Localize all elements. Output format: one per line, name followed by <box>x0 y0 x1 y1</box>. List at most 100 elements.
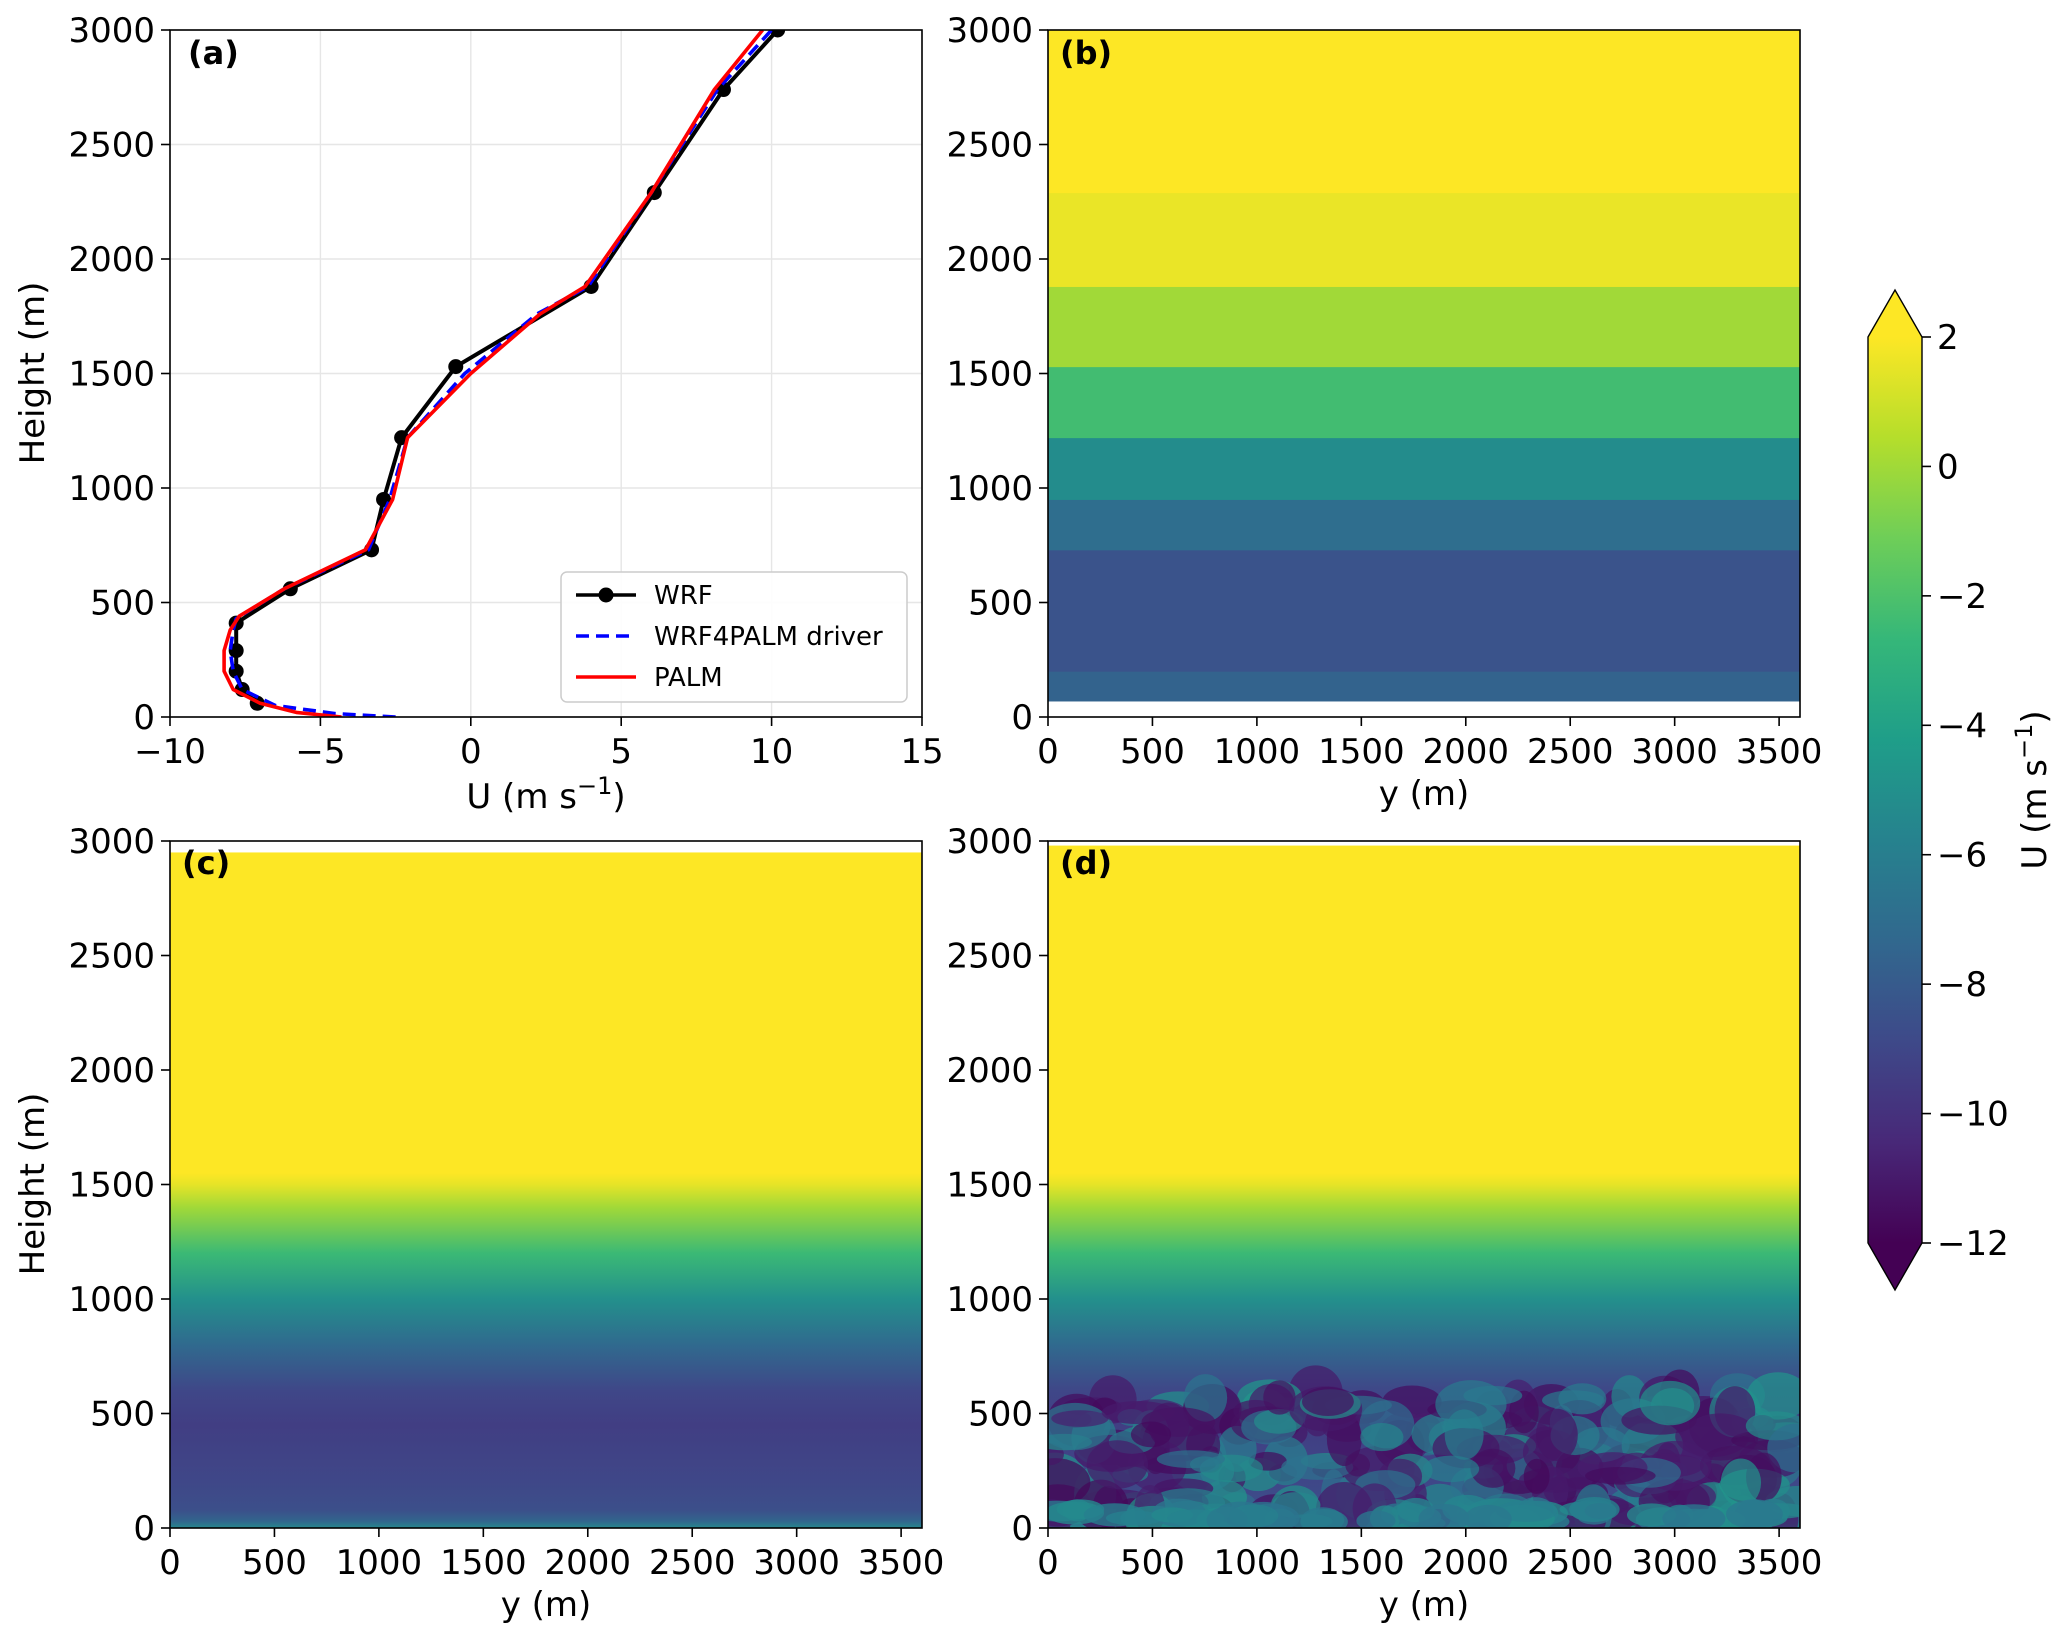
panel-a-xtick-label: 5 <box>610 732 632 772</box>
panel-d-xtick-label: 1000 <box>1214 1543 1301 1583</box>
turbulence-eddy <box>1585 1466 1656 1485</box>
panel-a-xtick-label: −10 <box>134 732 206 772</box>
panel-b-xtick-label: 2000 <box>1423 732 1510 772</box>
turbulence-eddy <box>1360 1423 1404 1452</box>
panel-c-ytick-label: 1000 <box>68 1280 155 1320</box>
near-surface-eddy <box>1584 1503 1615 1519</box>
panel-a-xtick-label: −5 <box>295 732 345 772</box>
legend-label-0: WRF <box>654 581 713 611</box>
panel-b-layer-7 <box>1048 30 1800 194</box>
panel-a-ytick-label: 2000 <box>68 240 155 280</box>
turbulence-eddy <box>1051 1410 1109 1427</box>
panel-b-ticks: 0 500 1000 1500 2000 2500 3000 3500 0 500 1000 1500… <box>946 11 1822 772</box>
panel-a-xtick-label: 15 <box>900 732 943 772</box>
panel-c-ytick-label: 2000 <box>68 1051 155 1091</box>
colorbar-tick-label: −6 <box>1937 836 1987 876</box>
colorbar-extend-bottom <box>1868 1243 1922 1290</box>
panel-b-layer-4 <box>1048 366 1800 439</box>
panel-b-xtick-label: 500 <box>1120 732 1185 772</box>
colorbar-extend-top <box>1868 290 1922 337</box>
colorbar-tick-label: −4 <box>1937 706 1987 746</box>
panel-c-ylabel: Height (m) <box>13 1093 53 1276</box>
legend-marker-0 <box>598 587 614 603</box>
panel-d-ytick-label: 0 <box>1011 1509 1033 1549</box>
panel-b-xtick-label: 3500 <box>1736 732 1823 772</box>
panel-d-xlabel: y (m) <box>1379 1585 1470 1625</box>
panel-b-layer-1 <box>1048 549 1800 672</box>
colorbar-tick-label: −10 <box>1937 1095 2009 1135</box>
panel-c-xtick-label: 1000 <box>336 1543 423 1583</box>
panel-d-letter: (d) <box>1060 844 1112 882</box>
turbulence-eddy <box>1130 1421 1172 1448</box>
near-surface-eddy <box>1083 1503 1146 1527</box>
panel-a-legend: WRF WRF4PALM driver PALM <box>560 571 908 703</box>
panel-c-xtick-label: 3500 <box>858 1543 945 1583</box>
turbulence-eddy <box>1189 1456 1220 1473</box>
panel-a-letter: (a) <box>188 34 239 72</box>
panel-d-turbulence <box>1048 1365 1800 1528</box>
panel-a-ylabel: Height (m) <box>13 282 53 465</box>
panel-b-xtick-label: 3000 <box>1631 732 1718 772</box>
panel-b-layer-2 <box>1048 499 1800 551</box>
panel-d-xtick-label: 1500 <box>1318 1543 1405 1583</box>
panel-a-ytick-label: 0 <box>133 698 155 738</box>
near-surface-eddy <box>1418 1503 1470 1528</box>
turbulence-eddy <box>1714 1386 1756 1437</box>
turbulence-eddy <box>1345 1453 1371 1477</box>
colorbar-tick-label: −8 <box>1937 965 1987 1005</box>
turbulence-eddy <box>1422 1455 1480 1483</box>
panel-c-letter: (c) <box>182 844 230 882</box>
panel-b-layers <box>1048 30 1800 702</box>
panel-b-ytick-label: 2500 <box>946 126 1033 166</box>
near-surface-eddy <box>1464 1504 1512 1528</box>
colorbar: 2 0 −2 −4 −6 −8 −10 −12 U (m s−1) <box>1867 288 2055 1292</box>
panel-d-xtick-label: 2000 <box>1423 1543 1510 1583</box>
panel-d-xtick-label: 3500 <box>1736 1543 1823 1583</box>
panel-c-xtick-label: 1500 <box>440 1543 527 1583</box>
legend-label-1: WRF4PALM driver <box>654 622 883 652</box>
turbulence-eddy <box>1558 1383 1607 1415</box>
colorbar-tick-label: 2 <box>1937 318 1959 358</box>
panel-b-layer-5 <box>1048 286 1800 368</box>
panel-b-ytick-label: 0 <box>1011 698 1033 738</box>
colorbar-gradient <box>1868 337 1922 1243</box>
turbulence-eddy <box>1639 1380 1701 1426</box>
turbulence-eddy <box>1086 1440 1149 1489</box>
panel-b-layer-0 <box>1048 671 1800 702</box>
panel-a-ytick-label: 2500 <box>68 126 155 166</box>
panel-a-ticks: −10 −5 0 5 10 15 0 500 1000 1500 2000 2500 3000 <box>68 11 943 772</box>
series-point-wrf <box>770 30 786 38</box>
panel-b-layer-6 <box>1048 192 1800 287</box>
colorbar-tick-label: 0 <box>1937 447 1959 487</box>
turbulence-eddy <box>1302 1386 1354 1417</box>
legend-label-2: PALM <box>654 663 723 693</box>
panel-c-ytick-label: 1500 <box>68 1166 155 1206</box>
panel-b-xtick-label: 2500 <box>1527 732 1614 772</box>
panel-c-heatmap: 0 500 1000 1500 2000 2500 3000 3500 0 500 1000 1500… <box>13 822 944 1625</box>
series-line-palm <box>222 30 764 717</box>
panel-b-xlabel: y (m) <box>1379 774 1470 814</box>
panel-a-xlabel: U (m s−1) <box>466 772 625 817</box>
panel-c-xtick-label: 2000 <box>545 1543 632 1583</box>
panel-d-ytick-label: 1500 <box>946 1166 1033 1206</box>
near-surface-eddy <box>1662 1504 1726 1528</box>
panel-c-xtick-label: 500 <box>242 1543 307 1583</box>
turbulence-eddy <box>1470 1448 1516 1488</box>
panel-c-xtick-label: 2500 <box>649 1543 736 1583</box>
panel-a-ytick-label: 1000 <box>68 469 155 509</box>
near-surface-eddy <box>1726 1499 1783 1528</box>
panel-b-ytick-label: 3000 <box>946 11 1033 51</box>
panel-d-heatmap: 0 500 1000 1500 2000 2500 3000 3500 0 500 1000 1500… <box>946 822 1823 1625</box>
panel-d-ytick-label: 1000 <box>946 1280 1033 1320</box>
panel-c-ytick-label: 3000 <box>68 822 155 862</box>
turbulence-eddy <box>1720 1458 1762 1507</box>
panel-c-xtick-label: 3000 <box>753 1543 840 1583</box>
panel-d-xtick-label: 0 <box>1037 1543 1059 1583</box>
panel-d-xtick-label: 2500 <box>1527 1543 1614 1583</box>
panel-a-xtick-label: 0 <box>460 732 482 772</box>
panel-d-ytick-label: 500 <box>968 1395 1033 1435</box>
panel-b-xtick-label: 1000 <box>1214 732 1301 772</box>
colorbar-tick-label: −12 <box>1937 1224 2009 1264</box>
